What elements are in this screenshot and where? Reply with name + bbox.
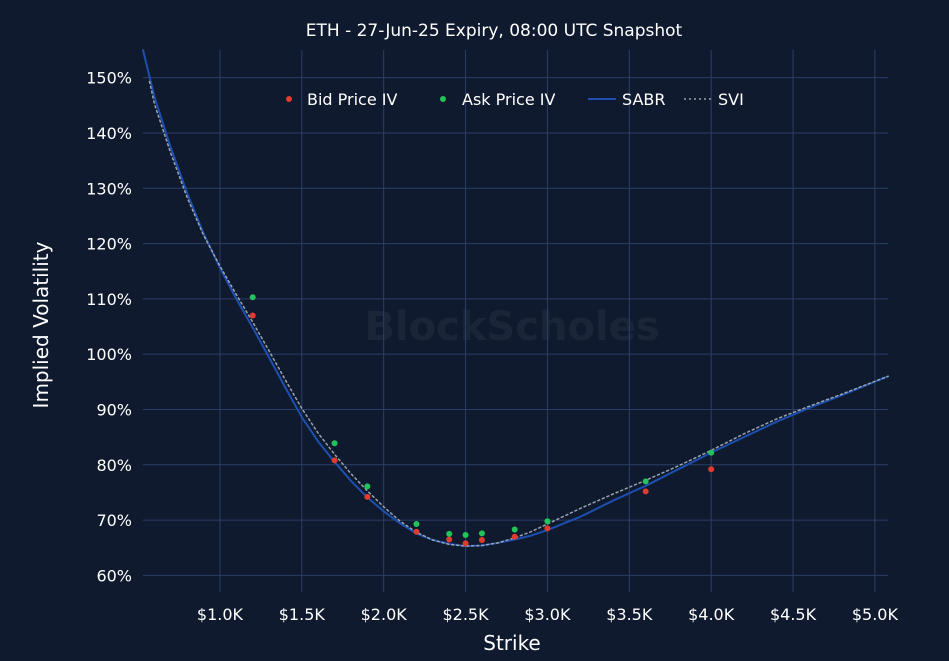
x-tick-label: $4.0K (688, 605, 735, 624)
series-layer (142, 49, 889, 548)
y-grid (143, 77, 888, 576)
y-tick-label: 70% (96, 511, 132, 530)
x-axis-ticks: $1.0K $1.5K $2.0K $2.5K $3.0K $3.5K $4.0K $4.5K… (197, 605, 899, 624)
data-point (331, 457, 338, 464)
series-line-svi (148, 80, 889, 547)
data-point (511, 526, 518, 533)
data-point (544, 518, 551, 525)
y-tick-label: 120% (86, 235, 132, 254)
data-point (446, 536, 453, 543)
data-point (364, 493, 371, 500)
x-tick-label: $4.5K (770, 605, 817, 624)
watermark: BlockScholes (364, 304, 659, 350)
data-point (446, 530, 453, 537)
data-point (642, 478, 649, 485)
x-tick-label: $2.0K (361, 605, 408, 624)
x-tick-label: $3.5K (606, 605, 653, 624)
x-tick-label: $2.5K (442, 605, 489, 624)
data-point (331, 440, 338, 447)
x-grid (219, 50, 876, 592)
data-point (249, 294, 256, 301)
data-point (708, 466, 715, 473)
x-tick-label: $1.0K (197, 605, 244, 624)
data-point (413, 528, 420, 535)
legend-label-ask: Ask Price IV (462, 90, 555, 109)
series-bid-price-iv (249, 312, 715, 547)
x-tick-label: $3.0K (524, 605, 571, 624)
data-point (642, 488, 649, 495)
y-axis-ticks: 60% 70% 80% 90% 100% 110% 120% 130% 140% 150% (86, 69, 132, 586)
y-axis-title: Implied Volatility (29, 241, 53, 408)
y-tick-label: 110% (86, 290, 132, 309)
x-axis-title: Strike (483, 631, 541, 655)
chart-title: ETH - 27-Jun-25 Expiry, 08:00 UTC Snapsh… (306, 21, 683, 41)
y-tick-label: 140% (86, 124, 132, 143)
legend-marker-bid (286, 96, 292, 102)
y-tick-label: 80% (96, 456, 132, 475)
data-point (478, 537, 485, 544)
y-tick-label: 150% (86, 69, 132, 88)
y-tick-label: 60% (96, 566, 132, 585)
data-point (413, 520, 420, 527)
data-point (511, 533, 518, 540)
legend: Bid Price IV Ask Price IV SABR SVI (286, 90, 744, 109)
x-tick-label: $5.0K (852, 605, 899, 624)
y-tick-label: 130% (86, 179, 132, 198)
legend-label-bid: Bid Price IV (307, 90, 398, 109)
legend-label-svi: SVI (718, 90, 744, 109)
data-point (249, 312, 256, 319)
data-point (708, 449, 715, 456)
y-tick-label: 90% (96, 400, 132, 419)
x-tick-label: $1.5K (279, 605, 326, 624)
legend-label-sabr: SABR (622, 90, 666, 109)
data-point (364, 483, 371, 490)
data-point (462, 532, 469, 539)
data-point (478, 530, 485, 537)
data-point (462, 540, 469, 547)
data-point (544, 525, 551, 532)
series-ask-price-iv (249, 294, 715, 539)
legend-marker-ask (440, 96, 446, 102)
y-tick-label: 100% (86, 345, 132, 364)
